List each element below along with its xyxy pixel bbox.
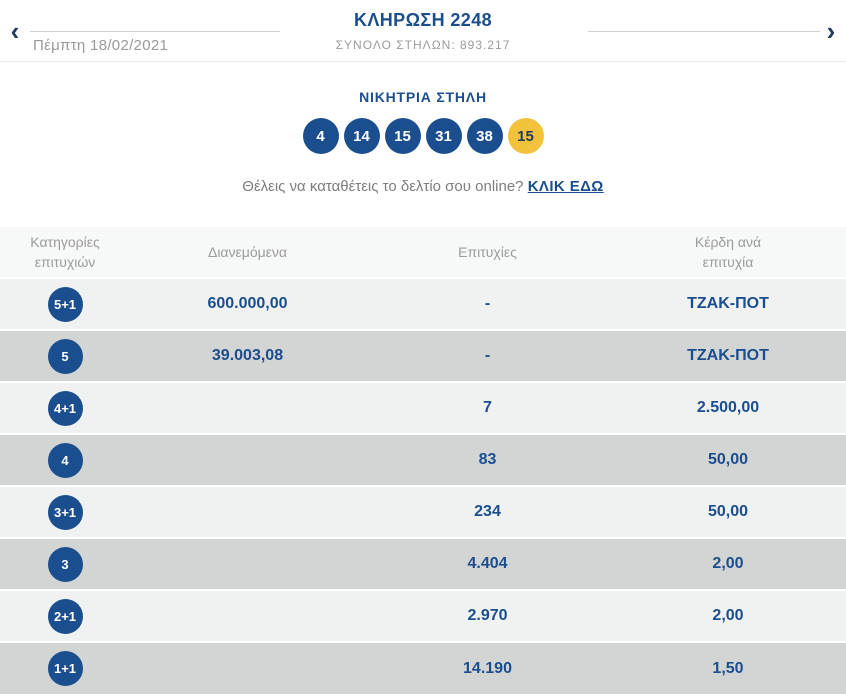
table-header-row: Κατηγορίες επιτυχιών Διανεμόμενα Επιτυχί… xyxy=(0,227,846,278)
winning-number-ball: 14 xyxy=(343,118,380,154)
distributed-value xyxy=(130,433,365,486)
draw-title: ΚΛΗΡΩΣΗ 2248 xyxy=(353,10,493,30)
online-cta-text: Θέλεις να καταθέτεις το δελτίο σου onlin… xyxy=(242,178,524,195)
distributed-value xyxy=(130,641,365,694)
category-badge: 1+1 xyxy=(47,651,83,686)
winners-value: 4.404 xyxy=(365,537,610,590)
category-badge: 3 xyxy=(47,546,83,582)
winners-value: 14.190 xyxy=(365,641,610,694)
winners-value: 7 xyxy=(365,381,610,434)
distributed-value: 39.003,08 xyxy=(130,329,365,382)
winners-value: 2.970 xyxy=(365,589,610,642)
category-badge: 3+1 xyxy=(47,494,83,530)
prize-value: 50,00 xyxy=(610,433,846,486)
prize-value: ΤΖΑΚ-ΠΟΤ xyxy=(610,277,846,330)
prize-value: ΤΖΑΚ-ΠΟΤ xyxy=(610,329,846,382)
winning-number-ball: 15 xyxy=(384,118,421,154)
category-badge: 4 xyxy=(47,442,83,478)
winning-number-ball: 4 xyxy=(302,118,339,154)
winners-value: 83 xyxy=(365,433,610,486)
winning-numbers: 4 14 15 31 38 15 xyxy=(0,118,846,154)
winning-number-ball: 38 xyxy=(466,118,503,154)
table-row: 3+1 234 50,00 xyxy=(0,485,846,538)
distributed-value xyxy=(130,589,365,642)
category-badge: 4+1 xyxy=(47,390,83,426)
category-badge: 5 xyxy=(47,338,83,374)
winning-number-ball: 31 xyxy=(425,118,462,154)
column-header-categories: Κατηγορίες επιτυχιών xyxy=(0,227,130,278)
column-header-winners: Επιτυχίες xyxy=(365,227,610,278)
prize-value: 2,00 xyxy=(610,589,846,642)
prize-value: 2.500,00 xyxy=(610,381,846,434)
table-row: 4 83 50,00 xyxy=(0,433,846,486)
total-columns-label: ΣΥΝΟΛΟ ΣΤΗΛΩΝ: 893.217 xyxy=(335,38,511,52)
distributed-value xyxy=(130,381,365,434)
next-draw-icon[interactable]: › xyxy=(826,15,836,46)
table-row: 4+1 7 2.500,00 xyxy=(0,381,846,434)
click-here-link[interactable]: ΚΛΙΚ ΕΔΩ xyxy=(527,178,604,195)
joker-number-ball: 15 xyxy=(507,118,544,154)
column-header-prize: Κέρδη ανά επιτυχία xyxy=(610,227,846,278)
table-row: 5 39.003,08 - ΤΖΑΚ-ΠΟΤ xyxy=(0,329,846,382)
table-row: 1+1 14.190 1,50 xyxy=(0,641,846,694)
draw-header: ‹ Πέμπτη 18/02/2021 ΚΛΗΡΩΣΗ 2248 ΣΥΝΟΛΟ … xyxy=(0,0,846,62)
table-row: 2+1 2.970 2,00 xyxy=(0,589,846,642)
header-right-divider xyxy=(588,31,820,32)
distributed-value xyxy=(130,537,365,590)
draw-date: Πέμπτη 18/02/2021 xyxy=(33,37,169,54)
prize-value: 50,00 xyxy=(610,485,846,538)
winners-value: - xyxy=(365,329,610,382)
previous-draw-icon[interactable]: ‹ xyxy=(10,15,20,46)
header-left-divider xyxy=(30,31,280,32)
winners-value: 234 xyxy=(365,485,610,538)
category-badge: 2+1 xyxy=(47,598,83,634)
distributed-value: 600.000,00 xyxy=(130,277,365,330)
column-header-distributed: Διανεμόμενα xyxy=(130,227,365,278)
prize-value: 2,00 xyxy=(610,537,846,590)
prize-value: 1,50 xyxy=(610,641,846,694)
table-row: 5+1 600.000,00 - ΤΖΑΚ-ΠΟΤ xyxy=(0,277,846,330)
draw-header-center: ΚΛΗΡΩΣΗ 2248 ΣΥΝΟΛΟ ΣΤΗΛΩΝ: 893.217 xyxy=(0,10,846,52)
online-cta: Θέλεις να καταθέτεις το δελτίο σου onlin… xyxy=(0,178,846,195)
distributed-value xyxy=(130,485,365,538)
winners-value: - xyxy=(365,277,610,330)
category-badge: 5+1 xyxy=(47,286,83,322)
winning-column-title: ΝΙΚΗΤΡΙΑ ΣΤΗΛΗ xyxy=(359,89,487,105)
results-table: Κατηγορίες επιτυχιών Διανεμόμενα Επιτυχί… xyxy=(0,227,846,694)
table-row: 3 4.404 2,00 xyxy=(0,537,846,590)
